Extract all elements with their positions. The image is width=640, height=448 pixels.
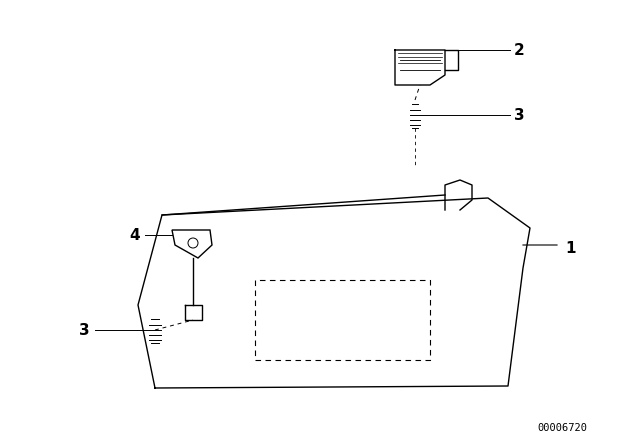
Text: 2: 2: [514, 43, 525, 57]
Text: 1: 1: [565, 241, 575, 255]
Text: 3: 3: [79, 323, 90, 337]
Text: 4: 4: [129, 228, 140, 242]
Text: 3: 3: [514, 108, 525, 122]
Text: 00006720: 00006720: [537, 423, 587, 433]
